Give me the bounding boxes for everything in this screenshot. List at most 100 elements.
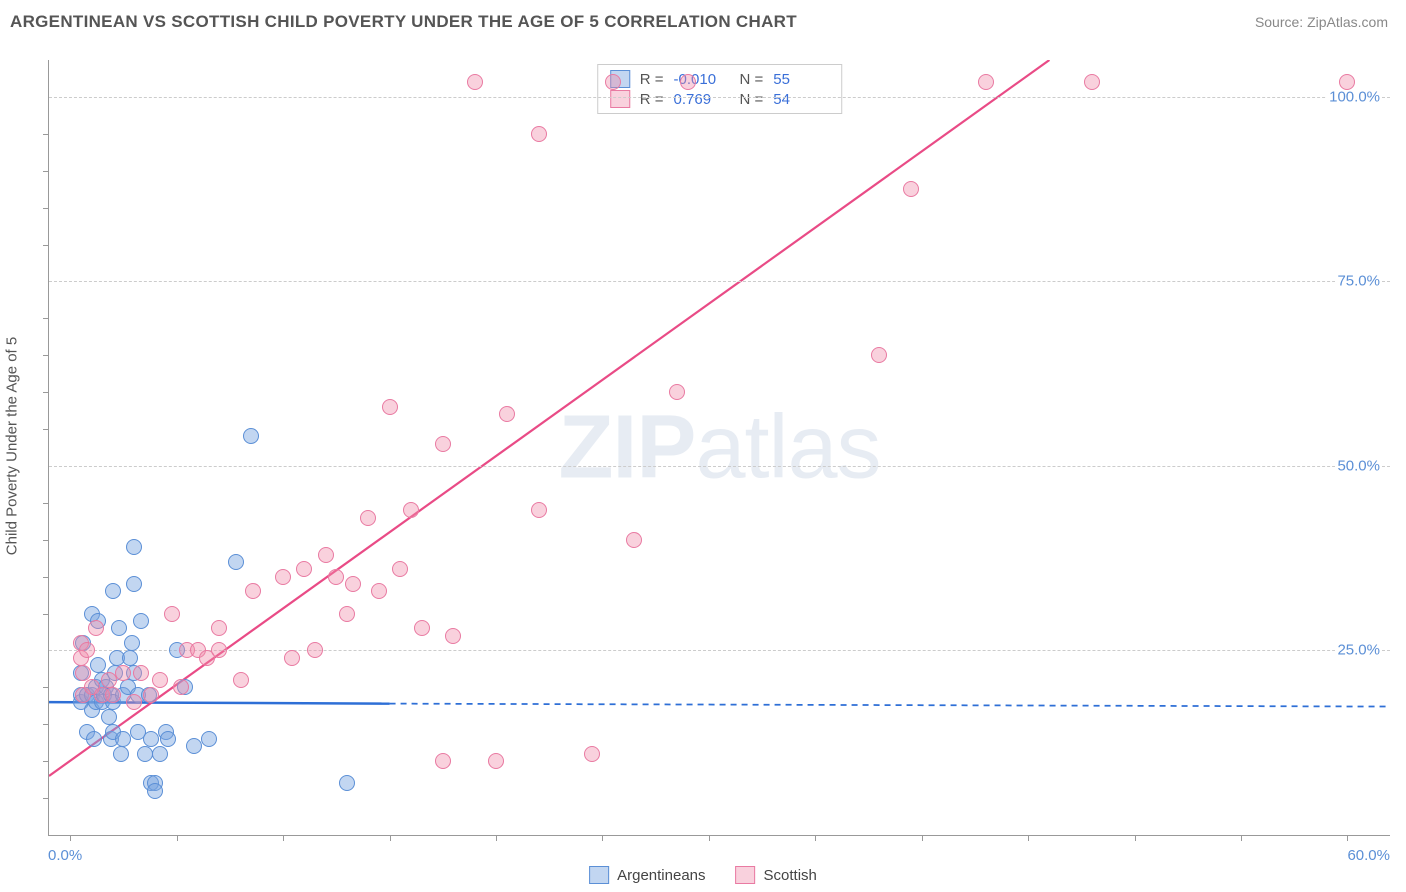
stats-n-value: 55	[773, 71, 829, 88]
data-point	[115, 665, 131, 681]
data-point	[152, 672, 168, 688]
y-tick	[43, 318, 49, 319]
data-point	[275, 569, 291, 585]
stats-r-label: R =	[640, 71, 664, 88]
data-point	[126, 576, 142, 592]
legend-item: Argentineans	[589, 866, 705, 884]
plot-wrapper: ZIPatlas R =-0.010N =55R =0.769N =54 25.…	[48, 60, 1390, 836]
stats-n-label: N =	[740, 71, 764, 88]
data-point	[531, 502, 547, 518]
data-point	[186, 738, 202, 754]
data-point	[122, 650, 138, 666]
data-point	[467, 74, 483, 90]
y-tick	[43, 724, 49, 725]
data-point	[531, 126, 547, 142]
data-point	[499, 406, 515, 422]
watermark: ZIPatlas	[558, 396, 880, 499]
data-point	[1339, 74, 1355, 90]
y-tick-label: 25.0%	[1335, 642, 1382, 659]
y-tick	[43, 355, 49, 356]
data-point	[90, 657, 106, 673]
data-point	[403, 502, 419, 518]
data-point	[360, 510, 376, 526]
stats-row: R =0.769N =54	[610, 89, 830, 109]
data-point	[488, 753, 504, 769]
scottish-trend	[49, 60, 1049, 776]
stats-row: R =-0.010N =55	[610, 69, 830, 89]
x-axis-min-label: 0.0%	[48, 847, 82, 864]
data-point	[201, 731, 217, 747]
x-tick	[1028, 835, 1029, 841]
y-tick	[43, 687, 49, 688]
x-tick	[1241, 835, 1242, 841]
data-point	[978, 74, 994, 90]
y-tick	[43, 429, 49, 430]
data-point	[143, 731, 159, 747]
x-tick	[177, 835, 178, 841]
data-point	[669, 384, 685, 400]
watermark-bold: ZIP	[558, 397, 695, 497]
data-point	[680, 74, 696, 90]
data-point	[143, 687, 159, 703]
data-point	[173, 679, 189, 695]
source-attribution: Source: ZipAtlas.com	[1255, 14, 1388, 30]
legend-swatch	[589, 866, 609, 884]
data-point	[339, 775, 355, 791]
data-point	[903, 181, 919, 197]
y-tick	[43, 208, 49, 209]
x-tick	[922, 835, 923, 841]
chart-title: ARGENTINEAN VS SCOTTISH CHILD POVERTY UN…	[10, 12, 797, 32]
data-point	[115, 731, 131, 747]
data-point	[105, 687, 121, 703]
data-point	[318, 547, 334, 563]
x-tick	[283, 835, 284, 841]
data-point	[243, 428, 259, 444]
stats-swatch	[610, 90, 630, 108]
stats-n-value: 54	[773, 91, 829, 108]
y-tick-label: 50.0%	[1335, 457, 1382, 474]
y-tick	[43, 134, 49, 135]
data-point	[1084, 74, 1100, 90]
data-point	[164, 606, 180, 622]
data-point	[88, 620, 104, 636]
stats-r-label: R =	[640, 91, 664, 108]
data-point	[126, 539, 142, 555]
x-tick	[602, 835, 603, 841]
data-point	[435, 753, 451, 769]
legend-label: Argentineans	[617, 867, 705, 884]
data-point	[152, 746, 168, 762]
data-point	[392, 561, 408, 577]
data-point	[101, 672, 117, 688]
data-point	[339, 606, 355, 622]
data-point	[160, 731, 176, 747]
source-name: ZipAtlas.com	[1307, 14, 1388, 30]
data-point	[435, 436, 451, 452]
y-tick	[43, 540, 49, 541]
data-point	[113, 746, 129, 762]
y-tick	[43, 171, 49, 172]
watermark-light: atlas	[695, 397, 880, 497]
data-point	[284, 650, 300, 666]
data-point	[871, 347, 887, 363]
bottom-legend: Argentineans Scottish	[589, 866, 817, 884]
y-tick	[43, 798, 49, 799]
data-point	[75, 665, 91, 681]
data-point	[126, 694, 142, 710]
data-point	[124, 635, 140, 651]
stats-box: R =-0.010N =55R =0.769N =54	[597, 64, 843, 114]
y-tick	[43, 761, 49, 762]
legend-label: Scottish	[764, 867, 817, 884]
data-point	[584, 746, 600, 762]
data-point	[86, 731, 102, 747]
data-point	[445, 628, 461, 644]
data-point	[245, 583, 261, 599]
data-point	[137, 746, 153, 762]
source-prefix: Source:	[1255, 14, 1307, 30]
data-point	[296, 561, 312, 577]
x-tick	[1135, 835, 1136, 841]
x-tick	[496, 835, 497, 841]
x-tick	[1347, 835, 1348, 841]
data-point	[605, 74, 621, 90]
gridline-h	[49, 281, 1390, 282]
data-point	[147, 783, 163, 799]
